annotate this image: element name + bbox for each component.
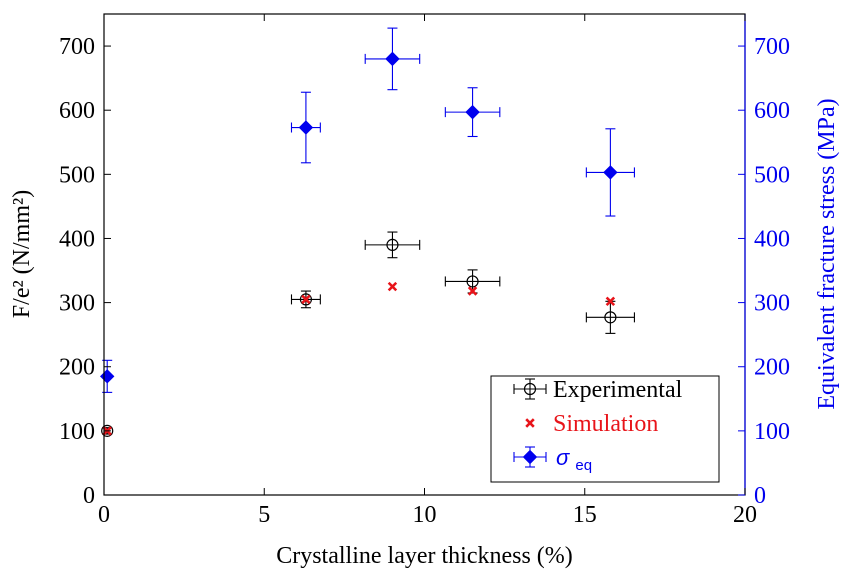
legend-marker [525, 418, 535, 428]
data-point [298, 120, 314, 135]
x-marker-stroke [467, 286, 478, 296]
y-tick-label-left: 0 [83, 483, 95, 509]
x-marker-stroke [525, 418, 535, 428]
x-axis-label: Crystalline layer thickness (%) [276, 543, 573, 569]
data-point [386, 238, 399, 251]
y-axis-right-label: Equivalent fracture stress (MPa) [814, 98, 840, 409]
y-tick-label-right: 400 [754, 226, 790, 252]
data-point [99, 369, 115, 384]
data-point [387, 281, 398, 292]
y-tick-label-left: 200 [59, 355, 95, 381]
legend-label-sigma-eq: σ eq [556, 445, 592, 474]
y-tick-label-left: 700 [59, 34, 95, 60]
x-tick-label: 15 [573, 502, 597, 528]
y-tick-label-left: 600 [59, 98, 95, 124]
y-tick-label-left: 400 [59, 226, 95, 252]
legend-label-experimental: Experimental [553, 377, 683, 403]
y-axis-right-ticks: 0 100 200 300 400 500 600 700 [738, 34, 790, 509]
sigma-symbol: σ [556, 445, 570, 470]
legend-marker [522, 449, 538, 465]
y-tick-label-right: 500 [754, 162, 790, 188]
legend-box [490, 375, 720, 483]
x-tick-label: 10 [413, 502, 437, 528]
y-tick-label-right: 700 [754, 34, 790, 60]
y-tick-label-right: 0 [754, 483, 766, 509]
legend-symbols [513, 378, 547, 468]
sigma-subscript: eq [575, 457, 592, 474]
x-axis-ticks: 0 5 10 15 20 [98, 14, 757, 528]
data-point [385, 51, 400, 67]
x-tick-label: 20 [733, 502, 757, 528]
y-tick-label-left: 100 [59, 419, 95, 445]
legend: Experimental Simulation σ eq [490, 375, 720, 483]
x-marker-stroke [387, 281, 398, 292]
x-marker-stroke [605, 296, 616, 307]
y-axis-left-label: F/e² (N/mm²) [9, 190, 35, 318]
y-tick-label-left: 300 [59, 291, 95, 317]
y-tick-label-right: 600 [754, 98, 790, 124]
data-point [467, 286, 478, 296]
data-point [465, 104, 480, 120]
y-tick-label-right: 100 [754, 419, 790, 445]
data-point [101, 424, 114, 437]
y-tick-label-right: 200 [754, 355, 790, 381]
data-point [299, 293, 313, 306]
data-marks [99, 27, 635, 437]
data-point [605, 296, 616, 307]
x-tick-label: 5 [258, 502, 270, 528]
legend-label-simulation: Simulation [553, 411, 658, 437]
x-marker-stroke [301, 294, 311, 305]
series-0 [101, 231, 635, 437]
y-axis-left-ticks: 0 100 200 300 400 500 600 700 [59, 34, 111, 509]
series-2 [99, 27, 635, 393]
data-point [466, 275, 479, 288]
legend-marker [523, 382, 537, 396]
x-tick-label: 0 [98, 502, 110, 528]
y-tick-label-left: 500 [59, 162, 95, 188]
data-point [604, 311, 617, 324]
y-tick-label-right: 300 [754, 291, 790, 317]
data-point [301, 294, 311, 305]
data-point [603, 165, 618, 180]
